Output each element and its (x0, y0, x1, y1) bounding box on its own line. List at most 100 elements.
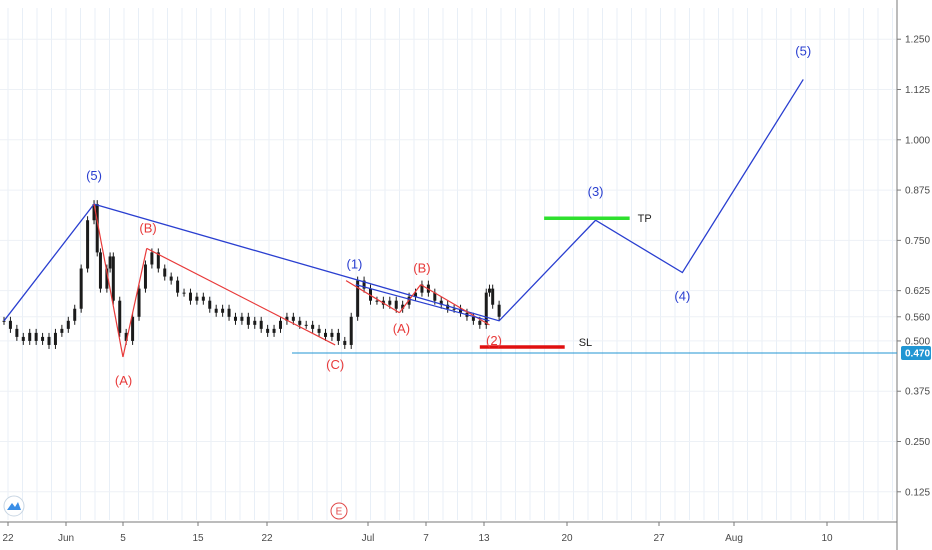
price-candle (227, 308, 231, 317)
price-candle (484, 292, 488, 325)
price-candle (8, 320, 12, 329)
price-candle (95, 204, 99, 253)
y-tick-label: 0.250 (905, 437, 930, 448)
elliott-wave-path (3, 79, 804, 322)
price-candle (137, 288, 141, 317)
price-candle (349, 316, 353, 345)
tradingview-logo-glyph (7, 502, 21, 510)
price-candle (311, 324, 315, 329)
price-candle (28, 332, 32, 341)
wave-label: (4) (674, 289, 690, 304)
correction-line (345, 280, 400, 314)
price-candle (111, 256, 115, 301)
price-candle (420, 284, 424, 293)
y-tick-label: 0.750 (905, 236, 930, 247)
y-tick-label: 0.125 (905, 487, 930, 498)
x-tick-label: 13 (478, 533, 490, 544)
price-candle (86, 220, 90, 269)
wave-label: (C) (326, 357, 344, 372)
price-candle (497, 304, 501, 317)
price-candle (452, 308, 456, 310)
price-candle (278, 320, 282, 329)
price-candle (66, 320, 70, 329)
take-profit-label: TP (638, 213, 652, 225)
price-candle (285, 316, 289, 321)
price-candle (394, 300, 398, 309)
price-candle (272, 328, 276, 333)
x-tick-label: Jul (362, 533, 375, 544)
price-candle (195, 296, 199, 301)
correction-line (122, 248, 148, 358)
event-marker (330, 502, 348, 520)
wave-label: (3) (588, 184, 604, 199)
price-candle (491, 288, 495, 305)
x-tick-label: Aug (725, 533, 743, 544)
price-candle (98, 252, 102, 289)
price-candle (156, 252, 160, 269)
price-candle (92, 204, 96, 221)
wave-label: (B) (413, 261, 430, 276)
price-candle (343, 340, 347, 345)
price-candle (169, 276, 173, 281)
wave-label: (A) (393, 321, 410, 336)
badges-group: 0.470 E (3, 346, 931, 520)
price-candle (221, 308, 225, 313)
price-candle (439, 300, 443, 305)
x-tick-label: 27 (653, 533, 665, 544)
price-candle (201, 296, 205, 301)
y-tick-label: 0.375 (905, 387, 930, 398)
price-badge-label: 0.470 (905, 349, 930, 360)
price-candle (459, 308, 463, 313)
x-tick-label: 22 (2, 533, 14, 544)
price-candle (375, 300, 379, 302)
price-candle (330, 332, 334, 337)
correction-line (93, 204, 124, 358)
grid (0, 8, 897, 520)
price-candle (253, 320, 257, 325)
price-candle (47, 336, 51, 345)
x-tick-label: Jun (58, 533, 74, 544)
wave-label: (5) (86, 168, 102, 183)
wave-label: (B) (139, 220, 156, 235)
price-candle (317, 328, 321, 333)
price-candle (182, 292, 186, 294)
price-candle (414, 292, 418, 297)
wave-label: (1) (346, 257, 362, 272)
price-candle (163, 268, 167, 277)
price-candle (446, 304, 450, 309)
price-candle (433, 292, 437, 301)
wave-label: (2) (486, 333, 502, 348)
y-tick-label: 1.000 (905, 135, 930, 146)
price-candle (324, 332, 327, 337)
price-candle (108, 256, 112, 269)
price-candle (143, 264, 147, 289)
wave-labels-group: (5) (B) (A) (C) (1) (A) (B) (2) (3) (4) (5) (86, 43, 811, 388)
wave-label: (A) (115, 373, 132, 388)
price-candle (79, 268, 83, 309)
price-candle (118, 300, 122, 333)
price-candle (176, 280, 180, 293)
y-tick-label: 0.625 (905, 286, 930, 297)
price-badge (901, 346, 931, 360)
price-candle (356, 280, 360, 317)
price-candle (53, 332, 57, 345)
price-candle (291, 316, 295, 321)
y-tick-label: 0.500 (905, 336, 930, 347)
price-candle (150, 252, 154, 265)
price-candle (188, 292, 192, 301)
price-candle (336, 332, 340, 341)
price-candle (388, 300, 392, 305)
wave-label: (5) (795, 43, 811, 58)
price-candle (60, 328, 64, 333)
y-tick-label: 0.875 (905, 186, 930, 197)
price-candle (214, 308, 218, 313)
y-tick-label: 0.560 (905, 312, 930, 323)
price-candle (124, 332, 128, 341)
x-tick-label: 22 (261, 533, 273, 544)
price-candle (208, 300, 212, 309)
price-candle (240, 316, 244, 321)
x-tick-label: 15 (192, 533, 204, 544)
